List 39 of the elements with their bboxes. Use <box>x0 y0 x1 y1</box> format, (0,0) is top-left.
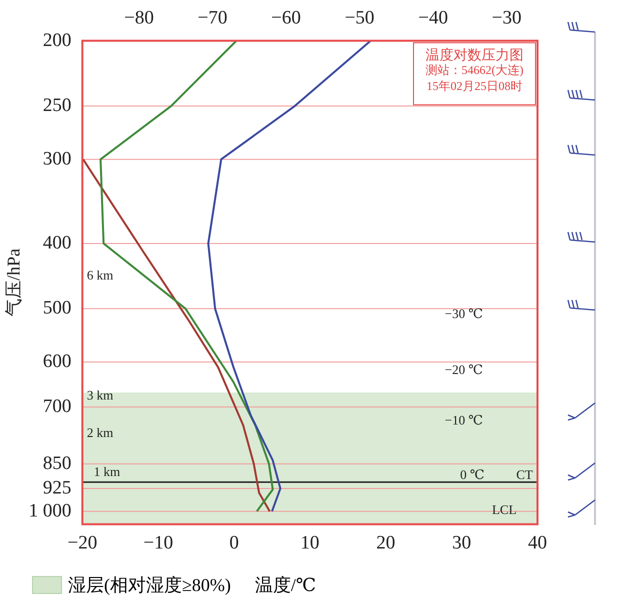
y-axis-title: 气压/hPa <box>4 248 24 317</box>
y-tick-label: 850 <box>42 452 72 474</box>
x-tick-label: 40 <box>528 532 547 554</box>
x2-tick-label: −70 <box>198 7 228 28</box>
annotation: LCL <box>492 502 517 517</box>
y-tick-label: 200 <box>42 30 72 51</box>
text: 温度对数压力图 <box>426 47 524 64</box>
y-tick-label: 300 <box>42 148 72 170</box>
y-tick-label: 400 <box>42 232 72 254</box>
x-tick-label: 0 <box>229 532 239 554</box>
annotation: −10 ℃ <box>444 412 483 428</box>
x2-tick-label: −40 <box>418 7 448 28</box>
y-tick-label: 600 <box>42 350 72 372</box>
legend-label: 湿层(相对湿度≥80%) <box>68 574 231 595</box>
annotation: 3 km <box>86 387 114 402</box>
annotation: 15年02月25日08时 <box>426 78 522 93</box>
annotation: CT <box>516 467 533 482</box>
x-tick-label: −20 <box>67 532 98 554</box>
y-tick-label: 700 <box>42 396 72 418</box>
x-tick-label: 30 <box>452 532 472 554</box>
y-tick-label: 250 <box>42 95 72 116</box>
y-tick-label: 1 000 <box>28 500 72 522</box>
x-tick-label: 20 <box>376 532 396 554</box>
x2-tick-label: −60 <box>271 7 301 28</box>
annotation: 2 km <box>86 425 114 440</box>
ref-line-label: 0 ℃ <box>460 467 484 482</box>
annotation: 1 km <box>94 464 120 480</box>
annotation: 6 km <box>86 267 114 282</box>
x2-tick-label: −30 <box>492 7 522 28</box>
annotation: −20 ℃ <box>444 362 483 378</box>
annotation: −30 ℃ <box>444 306 483 322</box>
x2-tick-label: −80 <box>124 7 154 28</box>
x2-tick-label: −50 <box>344 7 374 28</box>
x-tick-label: 10 <box>300 532 320 554</box>
y-tick-label: 500 <box>42 298 72 319</box>
annotation: 测站：54662(大连) <box>426 62 524 77</box>
x-axis-title: 温度/℃ <box>254 574 316 595</box>
x-tick-label: −10 <box>143 532 174 554</box>
y-tick-label: 925 <box>42 478 72 499</box>
